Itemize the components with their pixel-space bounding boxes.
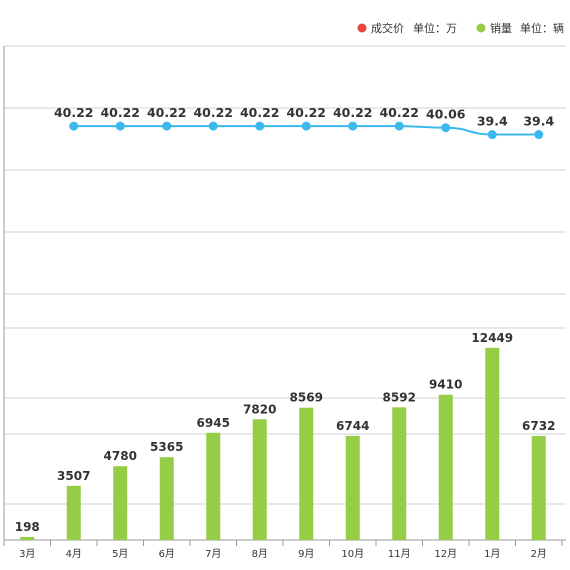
price-point-label: 40.22: [147, 105, 187, 120]
x-tick-label: 5月: [112, 548, 128, 560]
price-point[interactable]: [69, 121, 79, 131]
sales-bar[interactable]: [206, 432, 221, 540]
sales-bar[interactable]: [345, 435, 360, 540]
sales-bar[interactable]: [531, 436, 546, 540]
sales-bar-label: 6732: [522, 419, 555, 433]
legend-dot-sales: [476, 23, 486, 33]
price-point[interactable]: [534, 130, 544, 140]
sales-bar-label: 12449: [471, 331, 513, 345]
sales-bar-label: 4780: [104, 449, 137, 463]
x-axis: 3月 4月 5月 6月 7月 8月 9月 10月 11月 12月 1月 2月: [3, 46, 566, 560]
sales-bar[interactable]: [299, 407, 314, 540]
price-point[interactable]: [394, 121, 404, 131]
x-tick-label: 6月: [159, 548, 175, 560]
price-point[interactable]: [348, 121, 358, 131]
sales-bar[interactable]: [392, 407, 407, 540]
x-tick-label: 9月: [298, 548, 314, 560]
price-point[interactable]: [115, 121, 125, 131]
sales-bar[interactable]: [159, 457, 174, 540]
price-point-label: 40.22: [54, 105, 94, 120]
price-point[interactable]: [487, 130, 497, 140]
sales-bar-label: 198: [15, 520, 40, 534]
x-tick-label: 3月: [19, 548, 35, 560]
sales-bar[interactable]: [485, 347, 500, 540]
sales-bar-label: 8569: [290, 391, 323, 405]
sales-bar-label: 9410: [429, 378, 462, 392]
x-tick-label: 11月: [388, 548, 411, 560]
price-point[interactable]: [162, 121, 172, 131]
sales-bar[interactable]: [113, 466, 128, 540]
sales-bar-label: 6744: [336, 419, 369, 433]
sales-bar[interactable]: [438, 394, 453, 540]
x-tick-label: 1月: [484, 548, 500, 560]
grid-lines: [4, 45, 566, 505]
x-tick-label: 10月: [341, 548, 364, 560]
price-point[interactable]: [255, 121, 265, 131]
price-point-label: 40.22: [240, 105, 280, 120]
price-point-label: 40.22: [333, 105, 373, 120]
x-tick-label: 12月: [434, 548, 457, 560]
sales-bar[interactable]: [66, 485, 81, 540]
price-point-label: 40.22: [193, 105, 233, 120]
sales-bars: 198 3507 4780 5365 6945 7820 8569 6744 8592 9410 1…: [15, 331, 555, 540]
legend-label-price: 成交价: [371, 21, 404, 35]
price-line: 40.22 40.22 40.22 40.22 40.22 40.22 40.22 40.22…: [54, 105, 554, 140]
legend-item-price[interactable]: 成交价 单位：万: [357, 21, 458, 35]
legend-dot-price: [357, 23, 367, 33]
legend-unit-price: 单位：万: [413, 21, 457, 35]
sales-bar-label: 3507: [57, 469, 90, 483]
legend-item-sales[interactable]: 销量 单位：辆: [476, 21, 565, 35]
price-point-label: 40.06: [426, 107, 466, 122]
sales-bar-label: 6945: [197, 416, 230, 430]
price-point-label: 39.4: [477, 114, 508, 129]
legend-unit-sales: 单位：辆: [520, 21, 564, 35]
x-tick-label: 2月: [531, 548, 547, 560]
x-tick-label: 8月: [252, 548, 268, 560]
price-point-label: 40.22: [379, 105, 419, 120]
price-point[interactable]: [441, 123, 451, 133]
price-point[interactable]: [301, 121, 311, 131]
x-tick-label: 7月: [205, 548, 221, 560]
legend-label-sales: 销量: [490, 21, 512, 35]
price-point[interactable]: [208, 121, 218, 131]
price-point-label: 40.22: [286, 105, 326, 120]
sales-bar-label: 8592: [383, 390, 416, 404]
x-tick-label: 4月: [66, 548, 82, 560]
sales-bar[interactable]: [20, 536, 35, 540]
legend[interactable]: 成交价 单位：万 销量 单位：辆: [357, 21, 565, 35]
sales-bar-label: 7820: [243, 402, 276, 416]
price-point-label: 39.4: [523, 114, 554, 129]
sales-bar-label: 5365: [150, 440, 183, 454]
sales-bar[interactable]: [252, 419, 267, 540]
price-point-label: 40.22: [100, 105, 140, 120]
